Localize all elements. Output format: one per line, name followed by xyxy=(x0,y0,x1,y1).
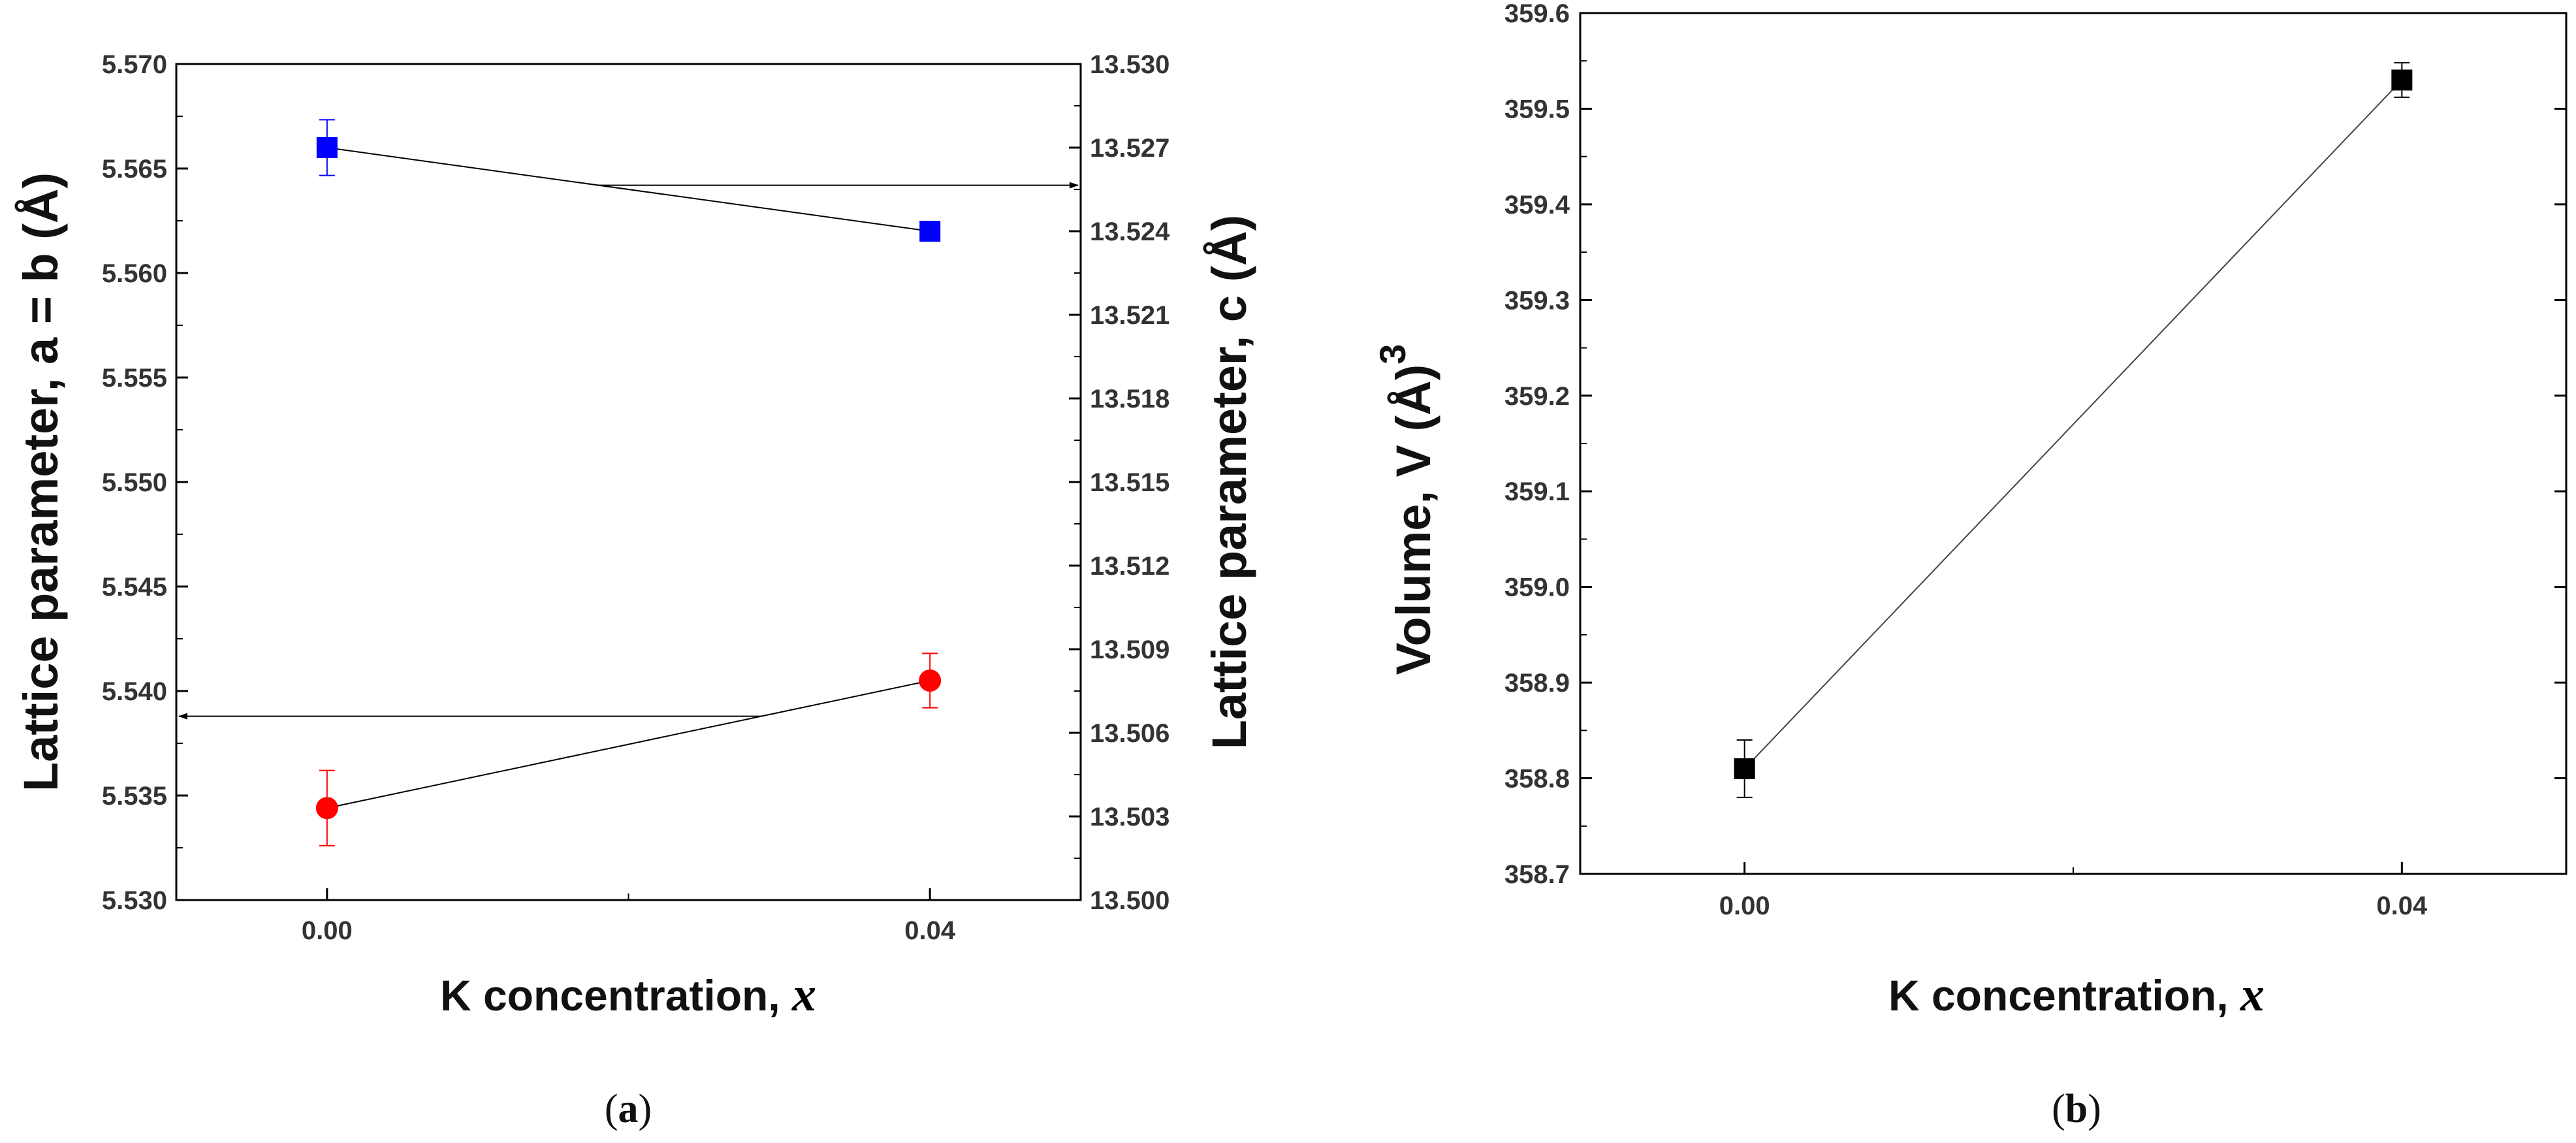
panel-b-y-tick-label: 359.1 xyxy=(1504,477,1570,506)
panel-a-right-axis-title: Lattice parameter, c (Å) xyxy=(1202,215,1256,749)
panel-a-right-tick-label: 13.509 xyxy=(1090,636,1169,664)
panel-b-x-axis-variable: x xyxy=(2240,968,2265,1022)
panel-a-left-tick-label: 5.535 xyxy=(102,782,167,811)
panel-b-y-tick-label: 359.4 xyxy=(1504,191,1570,219)
panel-b-point-square xyxy=(1734,758,1755,779)
panel-a-point-circle xyxy=(919,669,942,692)
panel-b-y-tick-label: 359.3 xyxy=(1504,286,1570,315)
panel-a-marks xyxy=(178,119,1079,846)
panel-a-x-tick-label: 0.04 xyxy=(904,916,956,945)
panel-a-series-line xyxy=(326,147,930,232)
panel-a-right-tick-label: 13.500 xyxy=(1090,886,1169,915)
panel-b-plot-frame xyxy=(1579,12,2568,875)
panel-b-x-axis-title: K concentration, x xyxy=(1888,968,2265,1022)
panel-a-x-axis-title-text: K concentration, xyxy=(440,971,792,1020)
panel-a-right-tick-label: 13.506 xyxy=(1090,719,1169,748)
panel-a-right-tick-label: 13.515 xyxy=(1090,468,1169,497)
panel-b: 358.7 358.8 358.9 359.0 359.1 359.2 359.3 359.4… xyxy=(1372,0,2568,1131)
panel-b-y-tick-label: 358.9 xyxy=(1504,669,1570,698)
panel-a-left-tick-label: 5.530 xyxy=(102,886,167,915)
panel-a-caption: (a) xyxy=(605,1087,652,1131)
panel-a-left-axis-title: Lattice parameter, a = b (Å) xyxy=(14,172,68,792)
panel-b-series-line xyxy=(1743,79,2403,769)
panel-a-point-square xyxy=(316,137,338,158)
panel-a-right-tick-label: 13.521 xyxy=(1090,301,1169,330)
panel-b-x-tick-label: 0.04 xyxy=(2376,892,2428,920)
panel-b-y-axis-title: Volume, V (Å)3 xyxy=(1372,344,1440,675)
panel-a-x-axis-title: K concentration, x xyxy=(440,968,816,1022)
panel-b-y-axis-title-text: Volume, V (Å) xyxy=(1386,364,1440,675)
panel-a-right-tick-label: 13.527 xyxy=(1090,134,1169,163)
panel-b-caption-open: ( xyxy=(2052,1087,2065,1131)
panel-a-left-tick-label: 5.550 xyxy=(102,468,167,497)
panel-a-ticks: 5.530 5.535 5.540 5.545 5.550 5.555 5.560 5.565… xyxy=(102,50,1170,945)
panel-a-left-tick-label: 5.545 xyxy=(102,573,167,602)
panel-a-point-square xyxy=(919,221,941,242)
panel-a-x-tick-label: 0.00 xyxy=(302,916,353,945)
panel-a-right-tick-label: 13.524 xyxy=(1090,217,1170,246)
panel-b-caption-letter: b xyxy=(2065,1087,2088,1131)
panel-b-ticks: 358.7 358.8 358.9 359.0 359.1 359.2 359.3 359.4… xyxy=(1504,0,2566,920)
panel-b-x-axis-title-text: K concentration, xyxy=(1888,971,2240,1020)
panel-b-caption: (b) xyxy=(2052,1087,2101,1131)
panel-a-right-tick-label: 13.503 xyxy=(1090,803,1169,831)
panel-a-x-axis-variable: x xyxy=(791,968,816,1022)
panel-a-left-tick-label: 5.560 xyxy=(102,259,167,288)
panel-b-marks xyxy=(1734,62,2413,798)
panel-b-y-tick-label: 358.8 xyxy=(1504,765,1570,794)
panel-a-left-tick-label: 5.540 xyxy=(102,677,167,706)
panel-b-x-tick-label: 0.00 xyxy=(1719,892,1770,920)
panel-a-right-tick-label: 13.530 xyxy=(1090,50,1169,79)
panel-a-caption-open: ( xyxy=(605,1087,618,1131)
panel-b-y-tick-label: 359.0 xyxy=(1504,573,1570,602)
panel-b-caption-close: ) xyxy=(2088,1087,2101,1131)
panel-a-right-tick-label: 13.512 xyxy=(1090,552,1169,581)
panel-b-y-axis-title-superscript: 3 xyxy=(1372,344,1413,364)
panel-b-point-square xyxy=(2391,69,2413,91)
panel-a-caption-close: ) xyxy=(639,1087,652,1131)
panel-a-left-tick-label: 5.555 xyxy=(102,364,167,393)
panel-b-y-tick-label: 358.7 xyxy=(1504,860,1570,889)
panel-b-y-tick-label: 359.5 xyxy=(1504,95,1570,123)
panel-b-y-tick-label: 359.2 xyxy=(1504,382,1570,411)
panel-a: 5.530 5.535 5.540 5.545 5.550 5.555 5.560 5.565… xyxy=(14,50,1256,1131)
panel-a-right-tick-label: 13.518 xyxy=(1090,385,1169,413)
panel-a-series-line xyxy=(326,680,930,809)
panel-a-caption-letter: a xyxy=(618,1087,639,1131)
panel-b-y-tick-label: 359.6 xyxy=(1504,0,1570,28)
panel-a-left-tick-label: 5.565 xyxy=(102,155,167,184)
panel-a-point-circle xyxy=(315,797,338,820)
panel-a-left-tick-label: 5.570 xyxy=(102,50,167,79)
